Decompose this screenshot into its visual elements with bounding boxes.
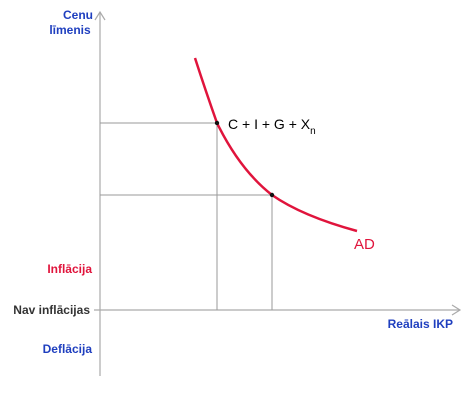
point-label-text: C + I + G + X [228, 116, 311, 132]
curve-point [214, 120, 220, 126]
y-axis-label: līmenis [49, 23, 91, 37]
curve-point [269, 192, 275, 198]
x-axis-arrow [451, 304, 462, 316]
ad-curve [193, 57, 358, 233]
point-label: C + I + G + Xn [228, 116, 316, 137]
y-axis-label: Cenu [63, 8, 93, 22]
zone-label: Inflācija [47, 262, 92, 276]
curve-label: AD [354, 236, 375, 253]
x-axis-label: Reālais IKP [388, 317, 453, 331]
point-label-subscript: n [310, 126, 316, 137]
zone-label: Deflācija [43, 342, 93, 356]
zone-label: Nav inflācijas [13, 303, 90, 317]
y-axis-arrow [94, 10, 106, 21]
